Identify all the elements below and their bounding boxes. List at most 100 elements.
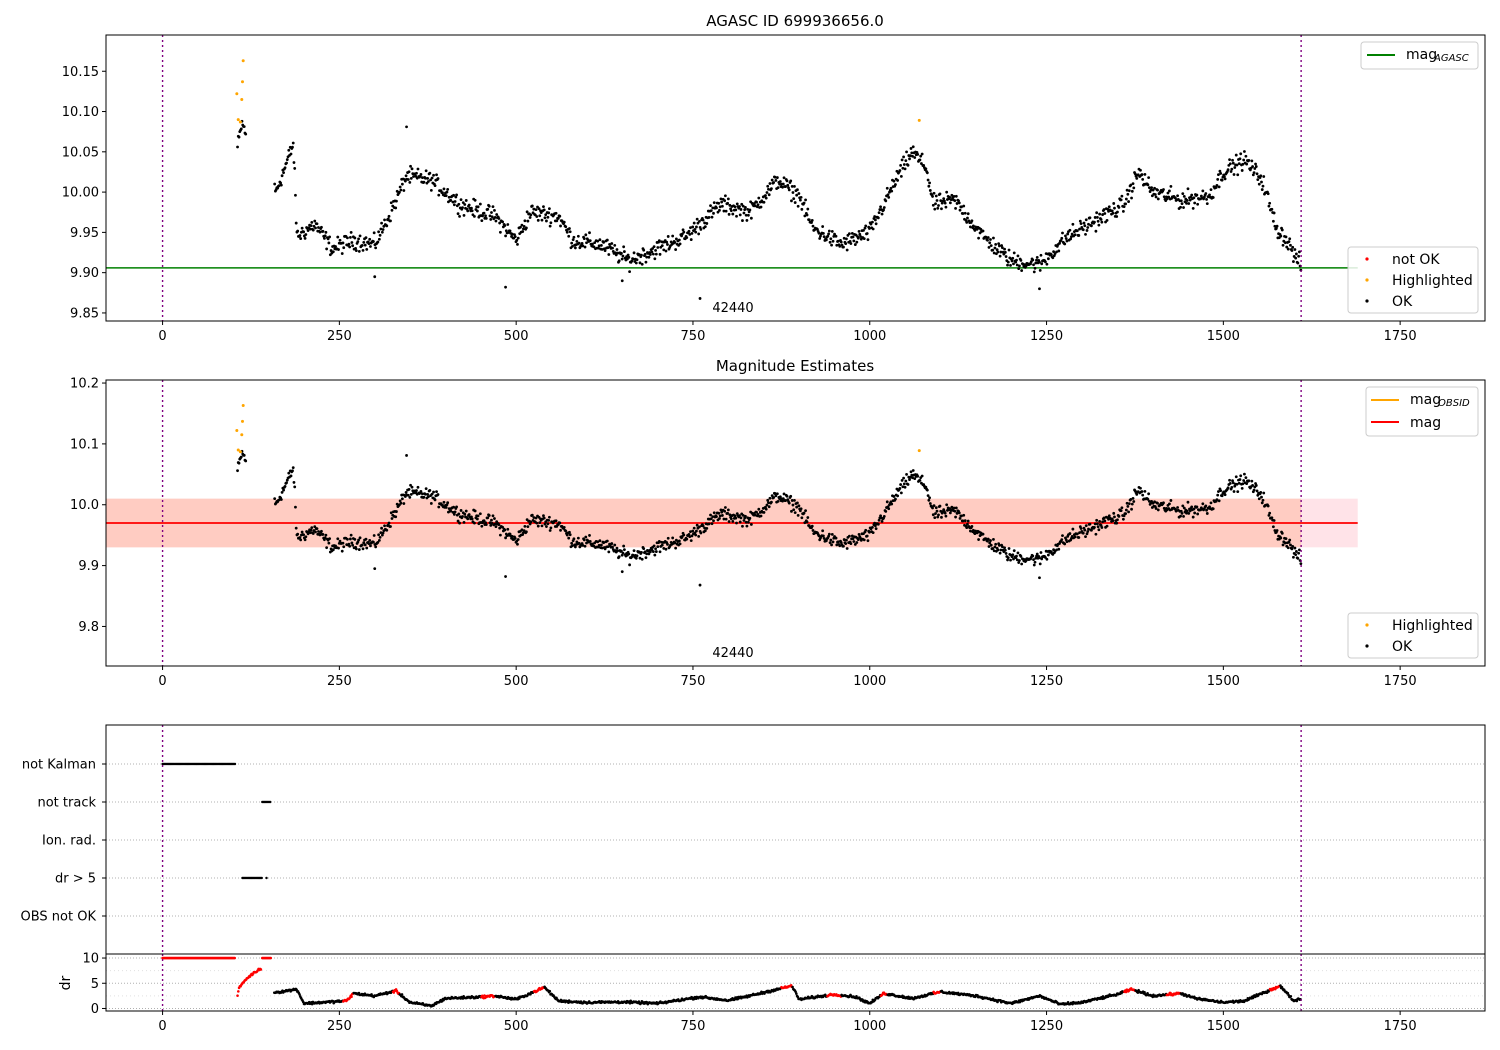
ok-point (421, 176, 424, 180)
ok-point (644, 260, 648, 264)
ok-point (279, 498, 283, 501)
ok-point (1088, 216, 1092, 220)
ok-point (744, 213, 748, 217)
ok-point (1294, 553, 1298, 557)
ok-point (494, 219, 498, 223)
ok-point (1121, 209, 1125, 213)
ok-point (1231, 481, 1235, 485)
ok-point (703, 225, 707, 228)
ok-point (1257, 182, 1261, 186)
ok-point (933, 207, 937, 211)
ok-point (1185, 201, 1188, 205)
ok-point (310, 526, 314, 530)
flag-point (265, 876, 268, 880)
ok-point (419, 173, 423, 176)
ok-point (1132, 500, 1136, 503)
ok-point (489, 218, 493, 221)
ok-point (1270, 207, 1274, 211)
ok-point (689, 530, 692, 534)
ok-point (320, 529, 323, 533)
ok-point (918, 158, 922, 162)
ok-point (802, 201, 806, 205)
ok-point (1216, 493, 1220, 497)
ok-point (1299, 562, 1303, 566)
ok-point (1095, 215, 1099, 219)
ok-point (654, 547, 657, 551)
ok-point (1286, 247, 1290, 251)
ok-point (467, 513, 471, 516)
ok-point (506, 527, 510, 531)
x-tick-label: 250 (327, 1019, 352, 1034)
ok-point (933, 516, 937, 520)
ok-point (903, 167, 907, 171)
ok-point (1272, 519, 1276, 522)
ok-point (446, 501, 450, 505)
ok-point (726, 508, 730, 512)
ok-point (1260, 188, 1264, 191)
ok-point (1035, 256, 1039, 259)
highlighted-point (235, 92, 239, 96)
flag-point (269, 800, 272, 804)
ok-point (548, 529, 552, 532)
ok-point (910, 151, 914, 155)
ok-point (1219, 172, 1223, 175)
ok-point (1085, 229, 1089, 232)
ok-point (874, 222, 878, 226)
ok-point (1093, 216, 1097, 219)
y-tick-label: 10.15 (62, 65, 99, 80)
ok-point (408, 496, 412, 499)
ok-point (1046, 553, 1050, 557)
ok-point (291, 141, 295, 145)
ok-point (1179, 199, 1183, 203)
flag-label: OBS not OK (21, 910, 97, 925)
ok-point (1196, 202, 1200, 206)
x-tick-label: 750 (681, 674, 706, 689)
ok-point (689, 238, 693, 241)
ok-point (540, 524, 544, 528)
ok-point (536, 218, 540, 222)
ok-point (1063, 242, 1067, 246)
ok-point (1116, 518, 1119, 522)
ok-point (573, 246, 577, 250)
ok-point (1035, 554, 1038, 558)
ok-point (615, 546, 619, 550)
flag-label: dr > 5 (55, 872, 96, 887)
ok-point (510, 535, 514, 538)
ok-point (792, 508, 796, 512)
ok-point (493, 522, 497, 526)
ok-point (966, 216, 969, 220)
ok-point (635, 258, 639, 262)
ok-point (647, 255, 651, 259)
ok-point (993, 545, 997, 549)
ok-point (896, 494, 900, 498)
ok-point (692, 221, 696, 225)
ok-point (568, 227, 571, 230)
ok-point (920, 162, 923, 165)
ok-point (1038, 268, 1042, 272)
ok-point (558, 521, 562, 525)
ok-point (1270, 516, 1274, 520)
ok-point (1242, 158, 1246, 162)
ok-point (741, 513, 745, 517)
ok-point (1084, 535, 1087, 539)
ok-point (525, 210, 529, 214)
ok-point (1293, 248, 1297, 251)
ok-point (904, 479, 908, 483)
ok-point (1139, 168, 1142, 172)
ok-point (584, 535, 588, 539)
ok-point (410, 485, 414, 489)
ok-point (1122, 205, 1126, 209)
ok-point (1125, 501, 1129, 505)
ok-point (961, 519, 965, 523)
ok-point (1169, 499, 1173, 502)
ok-point (1186, 187, 1190, 191)
ok-point (705, 222, 709, 225)
ok-point (433, 498, 437, 502)
ok-point (365, 247, 369, 251)
ok-point (1064, 237, 1068, 240)
ok-point (334, 245, 337, 248)
ok-point (491, 514, 495, 518)
ok-point (839, 541, 843, 544)
ok-point (925, 171, 929, 175)
ok-point (362, 541, 366, 545)
